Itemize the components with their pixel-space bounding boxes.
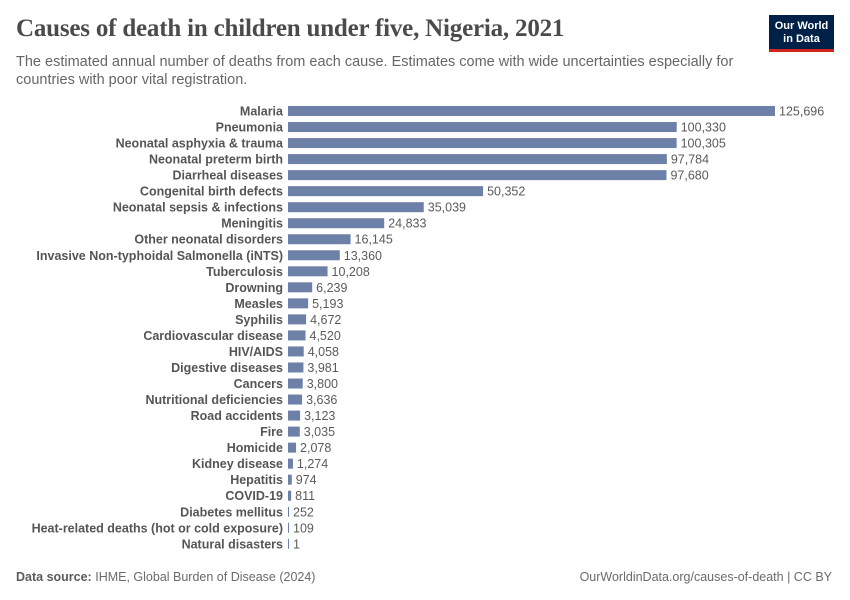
data-source: Data source: IHME, Global Burden of Dise… bbox=[16, 570, 315, 584]
bar[interactable] bbox=[288, 282, 313, 293]
category-label: Homicide bbox=[227, 441, 283, 455]
bar[interactable] bbox=[288, 378, 303, 389]
value-label: 811 bbox=[295, 489, 315, 503]
category-label: Nutritional deficiencies bbox=[145, 393, 283, 407]
category-label: Digestive diseases bbox=[171, 361, 283, 375]
value-label: 252 bbox=[293, 505, 314, 519]
data-source-label: Data source: bbox=[16, 570, 92, 584]
bar[interactable] bbox=[288, 170, 667, 181]
bar[interactable] bbox=[288, 442, 297, 453]
category-label: Hepatitis bbox=[230, 473, 283, 487]
bar[interactable] bbox=[288, 186, 484, 197]
category-label: Other neonatal disorders bbox=[134, 233, 283, 247]
bar[interactable] bbox=[288, 138, 677, 149]
value-label: 1 bbox=[293, 537, 300, 551]
category-label: Congenital birth defects bbox=[140, 185, 283, 199]
bar[interactable] bbox=[288, 266, 328, 277]
category-label: Kidney disease bbox=[192, 457, 283, 471]
value-label: 4,058 bbox=[308, 345, 339, 359]
data-source-text: IHME, Global Burden of Disease (2024) bbox=[95, 570, 316, 584]
bar[interactable] bbox=[288, 330, 306, 341]
value-label: 3,035 bbox=[304, 425, 335, 439]
value-label: 3,981 bbox=[307, 361, 338, 375]
chart-subtitle: The estimated annual number of deaths fr… bbox=[16, 54, 734, 88]
bar[interactable] bbox=[288, 410, 301, 421]
bar[interactable] bbox=[288, 298, 309, 309]
value-label: 24,833 bbox=[388, 217, 426, 231]
category-label: Drowning bbox=[225, 281, 283, 295]
value-label: 100,330 bbox=[681, 121, 726, 135]
value-label: 1,274 bbox=[297, 457, 328, 471]
value-label: 125,696 bbox=[779, 105, 824, 119]
bar[interactable] bbox=[288, 474, 292, 485]
value-label: 97,784 bbox=[671, 153, 709, 167]
source-url-link[interactable]: OurWorldinData.org/causes-of-death | CC … bbox=[579, 570, 832, 584]
category-label: Natural disasters bbox=[182, 537, 283, 551]
category-label: HIV/AIDS bbox=[229, 345, 283, 359]
category-label: COVID-19 bbox=[225, 489, 283, 503]
bar[interactable] bbox=[288, 490, 292, 501]
bar[interactable] bbox=[288, 202, 424, 213]
value-label: 4,520 bbox=[310, 329, 341, 343]
category-label: Neonatal asphyxia & trauma bbox=[116, 137, 284, 151]
value-label: 50,352 bbox=[487, 185, 525, 199]
logo-line-2: in Data bbox=[783, 32, 820, 45]
logo-line-1: Our World bbox=[774, 20, 829, 32]
value-label: 10,208 bbox=[332, 265, 370, 279]
category-label: Tuberculosis bbox=[206, 265, 283, 279]
bar[interactable] bbox=[288, 234, 351, 245]
bar[interactable] bbox=[288, 154, 667, 165]
category-label: Diabetes mellitus bbox=[180, 505, 283, 519]
bar[interactable] bbox=[288, 506, 289, 517]
category-label: Meningitis bbox=[221, 217, 283, 231]
category-label: Malaria bbox=[240, 105, 284, 119]
value-label: 97,680 bbox=[670, 169, 708, 183]
bar[interactable] bbox=[288, 522, 289, 533]
value-label: 6,239 bbox=[316, 281, 347, 295]
value-label: 16,145 bbox=[355, 233, 393, 247]
category-label: Syphilis bbox=[235, 313, 283, 327]
chart-title: Causes of death in children under five, … bbox=[16, 15, 565, 42]
value-label: 35,039 bbox=[428, 201, 466, 215]
category-label: Fire bbox=[260, 425, 283, 439]
bar[interactable] bbox=[288, 362, 304, 373]
owid-logo[interactable]: Our World in Data bbox=[769, 15, 834, 52]
bar[interactable] bbox=[288, 394, 303, 405]
value-label: 5,193 bbox=[312, 297, 343, 311]
category-label: Pneumonia bbox=[216, 121, 284, 135]
category-label: Measles bbox=[234, 297, 283, 311]
category-label: Road accidents bbox=[191, 409, 283, 423]
value-label: 100,305 bbox=[681, 137, 726, 151]
bar[interactable] bbox=[288, 426, 300, 437]
value-label: 3,800 bbox=[307, 377, 338, 391]
bar[interactable] bbox=[288, 346, 304, 357]
value-label: 13,360 bbox=[344, 249, 382, 263]
category-label: Neonatal preterm birth bbox=[149, 153, 283, 167]
bar[interactable] bbox=[288, 106, 775, 116]
bar[interactable] bbox=[288, 314, 307, 325]
category-label: Neonatal sepsis & infections bbox=[113, 201, 283, 215]
value-label: 2,078 bbox=[300, 441, 331, 455]
value-label: 109 bbox=[293, 521, 314, 535]
category-label: Cancers bbox=[234, 377, 283, 391]
category-label: Cardiovascular disease bbox=[143, 329, 283, 343]
bar[interactable] bbox=[288, 218, 385, 229]
bar[interactable] bbox=[288, 122, 677, 133]
category-label: Invasive Non-typhoidal Salmonella (iNTS) bbox=[36, 249, 283, 263]
bar-chart: Malaria 125,696 Pneumonia 100,330 Neonatal a… bbox=[32, 105, 825, 552]
bar[interactable] bbox=[288, 250, 340, 261]
category-label: Heat-related deaths (hot or cold exposur… bbox=[32, 521, 283, 535]
bar[interactable] bbox=[288, 458, 293, 469]
bar[interactable] bbox=[288, 538, 289, 549]
value-label: 3,123 bbox=[304, 409, 335, 423]
value-label: 3,636 bbox=[306, 393, 337, 407]
value-label: 4,672 bbox=[310, 313, 341, 327]
category-label: Diarrheal diseases bbox=[173, 169, 284, 183]
value-label: 974 bbox=[296, 473, 317, 487]
